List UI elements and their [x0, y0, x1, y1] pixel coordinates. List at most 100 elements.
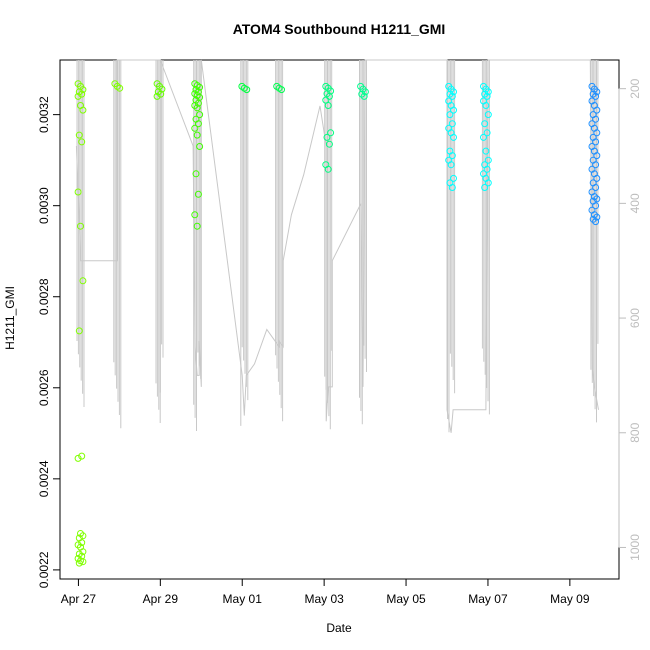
x-tick-label: May 07: [468, 592, 508, 606]
series-apr-27: [74, 80, 87, 567]
data-point: [592, 115, 600, 123]
data-point: [78, 539, 86, 547]
data-point: [78, 452, 86, 460]
data-point: [191, 124, 199, 132]
data-point: [79, 558, 87, 566]
data-point: [592, 161, 600, 169]
x-axis: Apr 27 Apr 29 May 01 May 03 May 05 May 07 May …: [61, 578, 590, 606]
data-point: [75, 327, 83, 335]
data-point: [481, 90, 489, 98]
data-point: [483, 165, 491, 173]
data-point: [194, 190, 202, 198]
data-point: [74, 188, 82, 196]
x-tick-label: Apr 29: [143, 592, 179, 606]
data-point: [481, 120, 489, 128]
data-point: [74, 92, 82, 100]
data-point: [448, 92, 456, 100]
data-point: [79, 106, 87, 114]
data-point: [448, 184, 456, 191]
data-point: [196, 83, 204, 91]
series-may-07: [480, 82, 492, 191]
y-tick-label: 0.0032: [37, 96, 51, 133]
data-point: [154, 88, 162, 96]
series-may-09: [588, 82, 601, 226]
data-point: [593, 88, 601, 96]
data-point: [325, 140, 333, 148]
data-point: [157, 90, 165, 98]
altitude-trace-layer: [75, 59, 599, 433]
data-points-layer: [74, 80, 601, 567]
series-apr-28: [111, 80, 124, 92]
data-point: [592, 184, 600, 191]
data-point: [593, 129, 601, 137]
data-point: [193, 222, 201, 230]
data-point: [191, 102, 199, 109]
data-point: [193, 131, 201, 139]
altitude-trace-line: [75, 59, 599, 433]
data-point: [482, 102, 490, 109]
data-point: [484, 111, 492, 119]
data-point: [78, 138, 86, 146]
right-tick-label: 1000: [628, 534, 642, 561]
data-point: [191, 211, 199, 219]
data-point: [593, 213, 601, 221]
data-point: [484, 156, 492, 164]
x-tick-label: May 01: [223, 592, 263, 606]
right-tick-label: 400: [628, 193, 642, 213]
y-tick-label: 0.0022: [37, 551, 51, 588]
y-axis: 0.0022 0.0024 0.0026 0.0028 0.0030 0.0032: [37, 96, 61, 588]
data-point: [324, 165, 332, 173]
data-point: [448, 152, 456, 160]
x-axis-label: Date: [326, 621, 352, 635]
data-point: [448, 120, 456, 128]
data-point: [75, 559, 83, 567]
data-point: [592, 202, 600, 210]
data-point: [483, 92, 491, 100]
right-tick-label: 600: [628, 308, 642, 328]
data-point: [484, 179, 492, 187]
chart-title: ATOM4 Southbound H1211_GMI: [233, 21, 446, 37]
data-point: [79, 86, 87, 94]
data-point: [480, 133, 487, 141]
y-axis-label: H1211_GMI: [3, 286, 17, 350]
data-point: [483, 129, 491, 137]
data-point: [192, 170, 200, 178]
x-tick-label: May 03: [304, 592, 344, 606]
data-point: [593, 174, 601, 182]
data-point: [450, 106, 457, 114]
data-point: [327, 129, 335, 137]
data-point: [481, 184, 489, 191]
data-point: [116, 84, 124, 92]
data-point: [196, 111, 204, 119]
data-point: [194, 120, 202, 128]
data-point: [590, 193, 598, 201]
data-point: [75, 88, 83, 96]
right-tick-label: 200: [628, 78, 642, 98]
data-point: [77, 222, 84, 230]
data-point: [450, 174, 457, 182]
data-point: [360, 92, 368, 100]
data-point: [153, 92, 161, 100]
series-may-04: [357, 82, 369, 100]
data-point: [324, 102, 332, 109]
series-apr-29: [153, 80, 166, 100]
series-apr-30: [191, 80, 204, 230]
data-point: [589, 90, 597, 98]
y-tick-label: 0.0030: [37, 187, 51, 224]
data-point: [450, 88, 457, 96]
series-may-03: [322, 82, 335, 173]
data-point: [323, 133, 331, 141]
data-point: [243, 86, 251, 94]
y-tick-label: 0.0024: [37, 460, 51, 497]
data-point: [79, 277, 87, 285]
data-point: [593, 152, 601, 160]
series-may-06: [445, 82, 457, 191]
data-point: [593, 195, 601, 203]
y-tick-label: 0.0026: [37, 369, 51, 406]
data-point: [278, 86, 285, 94]
data-point: [592, 92, 600, 100]
data-point: [590, 211, 598, 219]
data-point: [484, 88, 492, 96]
plot-frame: [59, 59, 620, 580]
